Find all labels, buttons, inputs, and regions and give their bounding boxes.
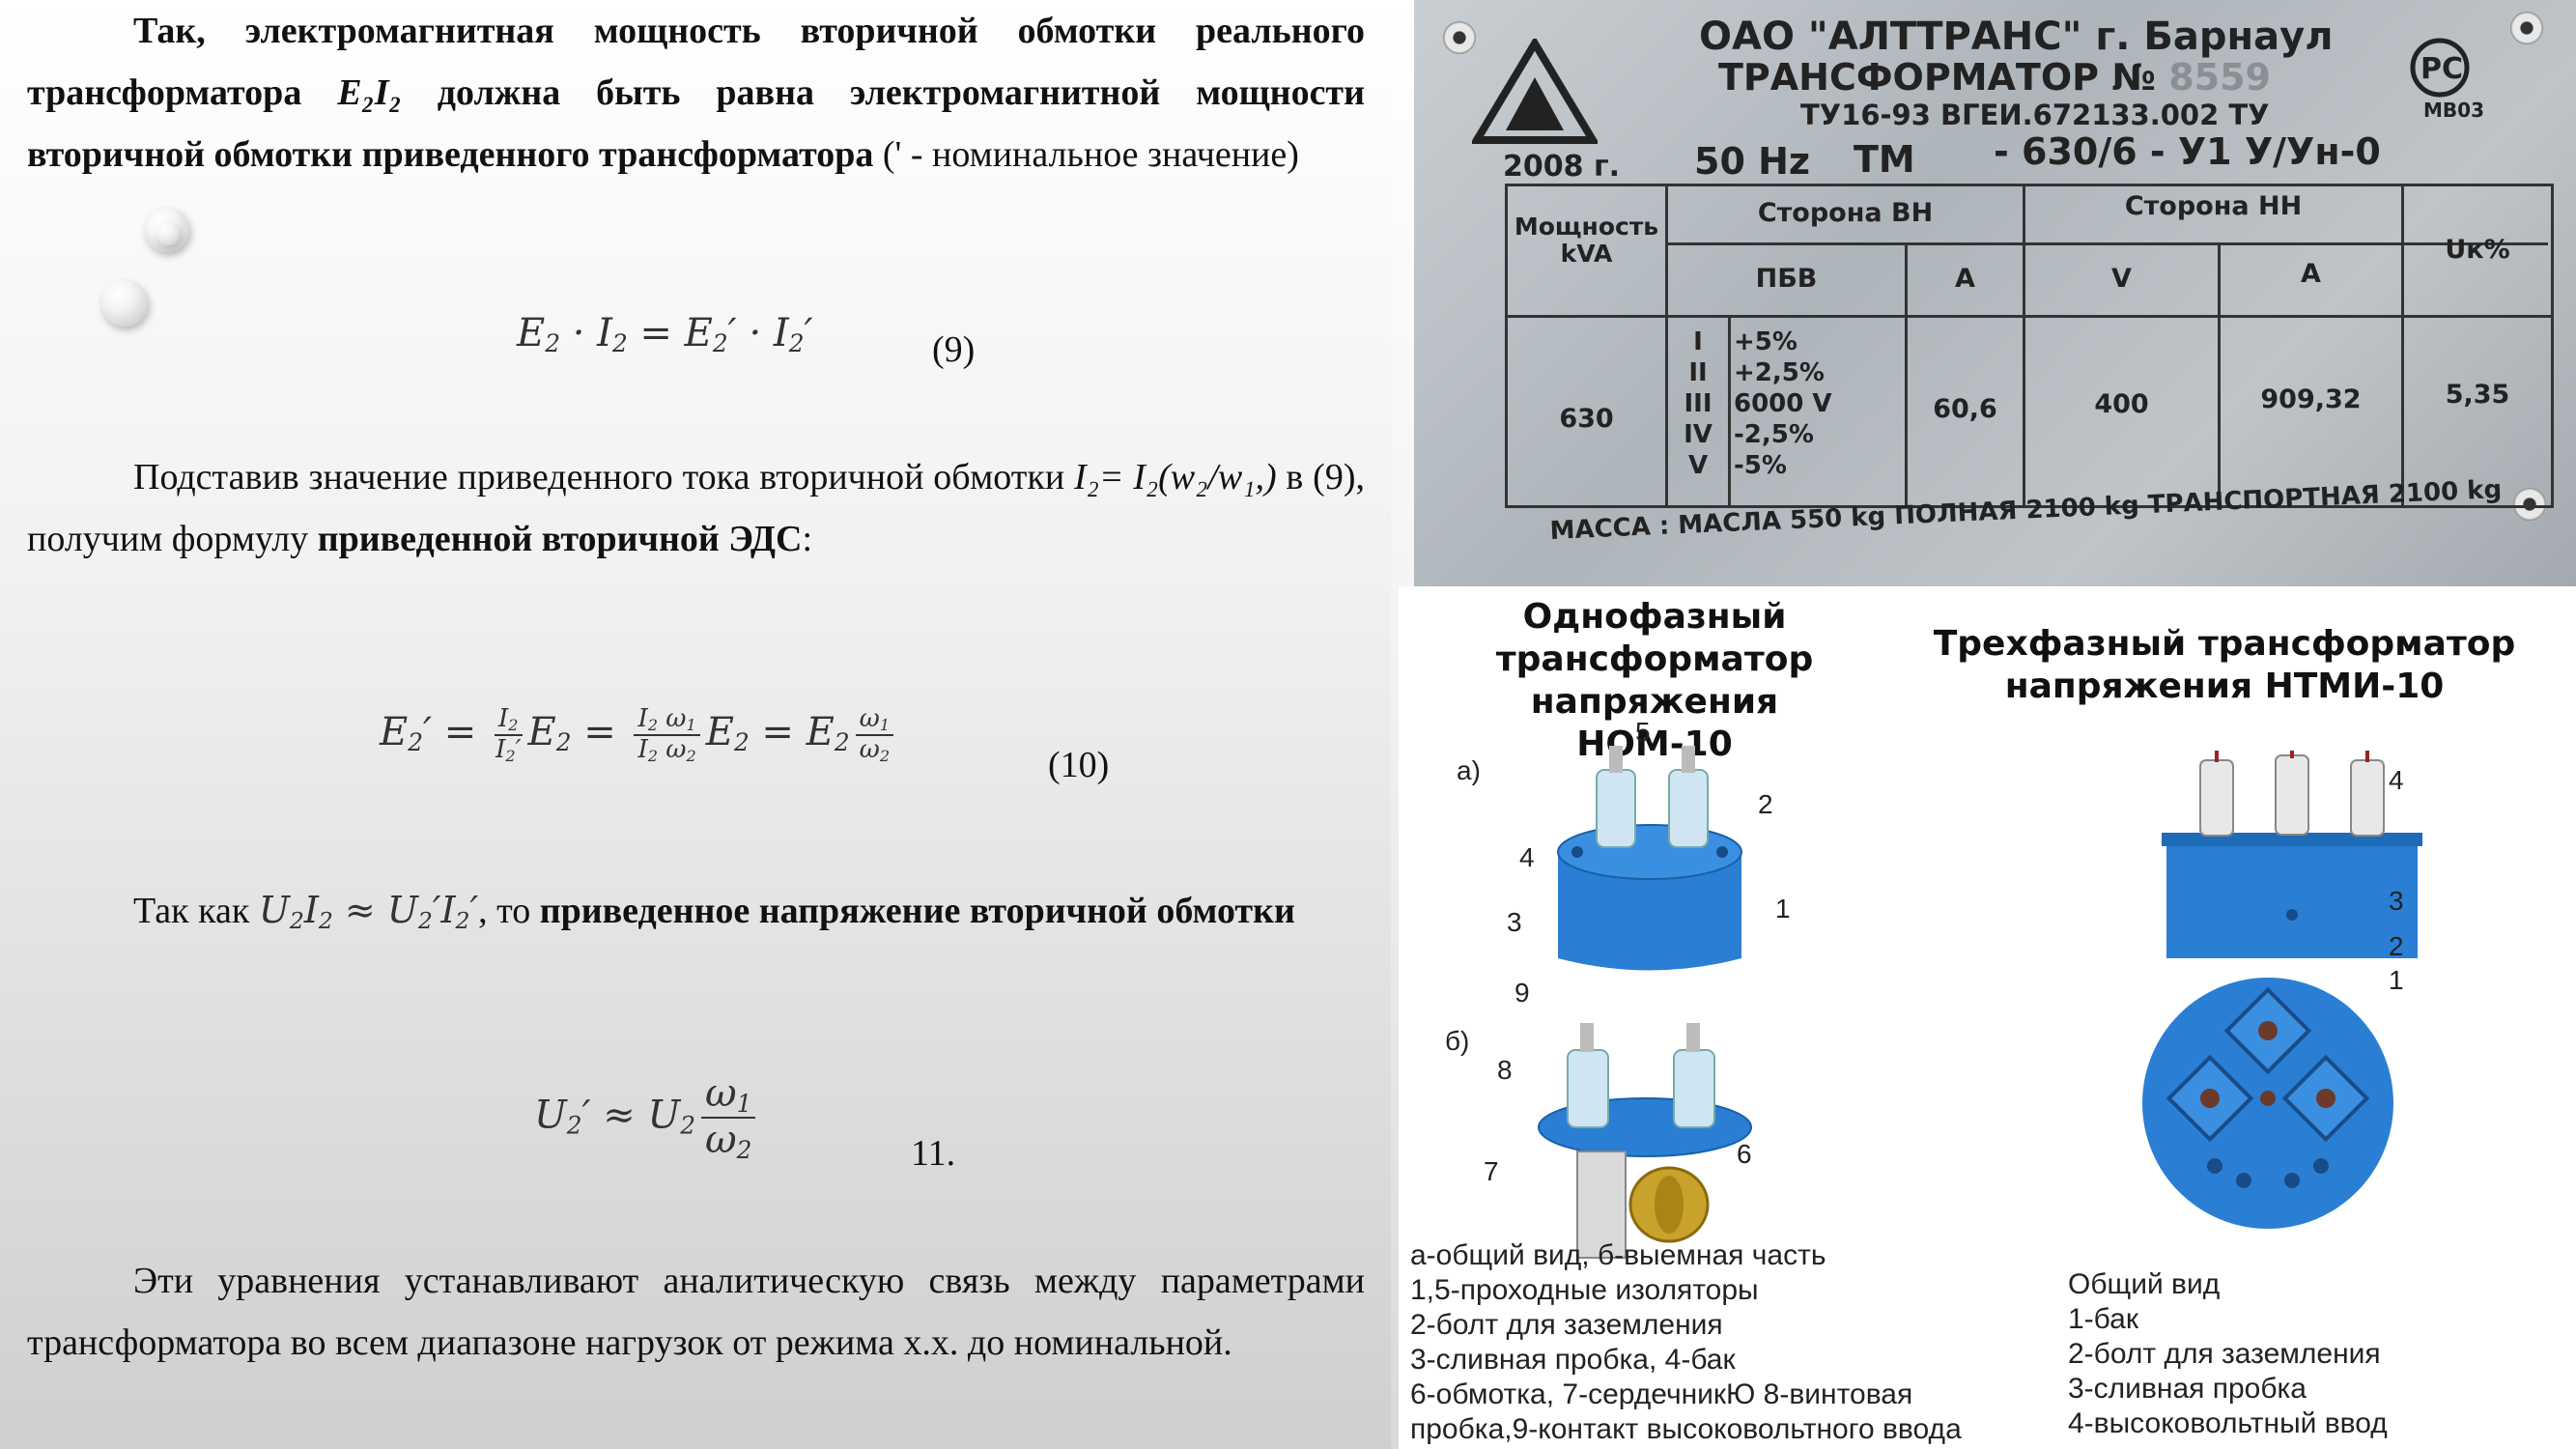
nom10-number-6: 6 (1737, 1139, 1752, 1169)
value-uk: 5,35 (2445, 380, 2510, 410)
nom10-title: Однофазный трансформатор напряжения НОМ-… (1495, 597, 1814, 764)
nom10-general-view (1557, 746, 1742, 971)
plate-table: Мощность kVA Сторона ВН Сторона НН Uк% П… (1505, 184, 2554, 508)
paragraph-3: Так как U2I2 ≈ U2′I2′, то приведенное на… (27, 879, 1365, 952)
plate-year: 2008 г. (1503, 150, 1621, 184)
p1-bold-2: должна быть равна электромагнитной мощно… (27, 72, 1365, 175)
nom10-number-2: 2 (1758, 789, 1773, 819)
plate-frequency: 50 Hz (1694, 140, 1811, 183)
ntmi10-number-2: 2 (2389, 931, 2404, 961)
certification-icon: PC (2410, 38, 2470, 98)
screw-icon (2513, 488, 2546, 521)
ntmi10-title: Трехфазный трансформатор напряжения НТМИ… (1933, 624, 2516, 706)
ntmi10-side-view (2162, 751, 2422, 958)
ntmi10-number-4: 4 (2389, 765, 2404, 795)
equation-11: U2′ ≈ U2 ω1 ω2 (534, 1072, 761, 1164)
ntmi10-number-3: 3 (2389, 886, 2404, 916)
nom10-number-9: 9 (1514, 978, 1530, 1008)
transformer-nameplate: ОАО "АЛТТРАНС" г. Барнаул ТРАНСФОРМАТОР … (1414, 0, 2576, 586)
nom10-number-7: 7 (1484, 1156, 1499, 1186)
transformer-diagrams: Однофазный трансформатор напряжения НОМ-… (1399, 586, 2576, 1449)
value-amp-lv: 909,32 (2260, 384, 2362, 414)
header-amp-hv: A (1955, 264, 1975, 294)
p3-text: Так как (133, 891, 250, 931)
equation-10: E2′ = I2 I2′ E2 = I2 ω1 I2 ω2 E2 = E2 ω1 ω2 (380, 705, 899, 765)
header-pbv: ПБВ (1755, 264, 1818, 294)
plate-cert: МВ03 (2423, 99, 2484, 122)
nom10-number-1: 1 (1775, 894, 1791, 923)
nom10-number-3: 3 (1507, 907, 1522, 937)
logo-icon (1472, 39, 1598, 144)
p2-text-2: в (9), получим формулу (27, 457, 1365, 559)
nom10-number-5: 5 (1635, 717, 1651, 747)
plate-serial: 8559 (2168, 56, 2271, 99)
label-b: б) (1445, 1026, 1470, 1056)
svg-text:PC: PC (2420, 52, 2463, 86)
paragraph-4: Эти уравнения устанавливают аналитическу… (27, 1261, 1365, 1363)
plate-model: - 630/6 - У1 У/Ун-0 (1994, 130, 2381, 173)
value-volt-lv: 400 (2094, 389, 2149, 419)
p2-text: Подставив значение приведенного тока вто… (133, 457, 1074, 497)
plate-type: ТМ (1854, 138, 1915, 181)
equation-10-number: (10) (1048, 745, 1110, 785)
screw-icon (1443, 21, 1476, 54)
header-volt-lv: V (2111, 264, 2132, 294)
header-hv-side: Сторона ВН (1757, 198, 1934, 228)
p2-current: I₂= I₂(w₂/w₁,) (1073, 457, 1277, 497)
paragraph-1: Так, электромагнитная мощность вторичной… (27, 0, 1365, 185)
tap-list: I II III IV V (1684, 327, 1713, 480)
p1-symbol: E₂I₂ (337, 72, 402, 113)
nom10-legend: а-общий вид, б-выемная часть 1,5-проходны… (1410, 1239, 1962, 1445)
equation-9: E2 · I2 = E2′ · I2′ (517, 311, 813, 358)
equation-9-number: (9) (932, 329, 976, 370)
p2-bold: приведенной вторичной ЭДС (317, 519, 803, 559)
text-panel: Так, электромагнитная мощность вторичной… (0, 0, 1391, 1449)
value-amp-hv: 60,6 (1933, 394, 1997, 424)
ntmi10-top-view (2142, 978, 2393, 1229)
p3-text-2: , то (478, 891, 540, 931)
paragraph-2: Подставив значение приведенного тока вто… (27, 446, 1365, 570)
nom10-removable-part (1538, 1023, 1752, 1259)
plate-company: ОАО "АЛТТРАНС" г. Барнаул (1699, 14, 2334, 59)
plate-spec: ТУ16-93 ВГЕИ.672133.002 ТУ (1800, 99, 2270, 131)
nom10-number-8: 8 (1497, 1055, 1513, 1085)
value-power: 630 (1559, 404, 1614, 434)
header-lv-side: Сторона НН (2124, 191, 2303, 221)
plate-product: ТРАНСФОРМАТОР № 8559 (1718, 56, 2271, 99)
water-drop (156, 222, 180, 245)
water-drop (101, 280, 148, 327)
label-a: а) (1457, 755, 1481, 785)
ntmi10-number-1: 1 (2389, 965, 2404, 995)
p3-bold: приведенное напряжение вторичной обмотки (539, 891, 1295, 931)
inline-formula: U2I2 ≈ U2′I2′ (258, 889, 479, 934)
p2-colon: : (802, 519, 812, 559)
ntmi10-legend: Общий вид 1-бак 2-болт для заземления 3-сли… (2068, 1268, 2388, 1439)
header-uk: Uк% (2445, 235, 2510, 265)
nom10-number-4: 4 (1519, 842, 1535, 872)
p1-note: (' - номинальное значение) (873, 134, 1299, 175)
header-amp-lv: A (2301, 259, 2321, 289)
tap-values: +5% +2,5% 6000 V -2,5% -5% (1734, 327, 1832, 480)
screw-icon (2510, 12, 2543, 44)
equation-11-number: 11. (911, 1133, 956, 1174)
p1-bold: Так, электромагнитная мощность вторичной… (27, 11, 1365, 113)
header-power: Мощность kVA (1514, 213, 1659, 268)
